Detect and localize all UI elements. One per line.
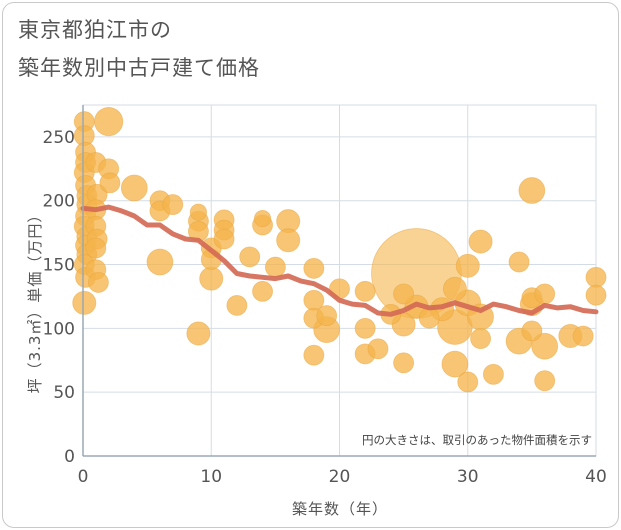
data-point	[531, 332, 559, 360]
data-point	[393, 352, 415, 374]
data-point	[354, 317, 376, 339]
data-point	[276, 228, 301, 253]
data-point	[85, 237, 107, 259]
data-point	[354, 280, 376, 302]
data-point	[252, 280, 273, 302]
data-point	[521, 320, 543, 342]
data-point	[393, 283, 415, 305]
trend-line-group	[80, 204, 599, 317]
data-point	[534, 370, 556, 392]
data-point	[120, 174, 148, 202]
data-point	[162, 194, 184, 216]
data-point	[572, 325, 594, 347]
data-point	[72, 290, 97, 315]
x-tick-label: 10	[200, 467, 222, 487]
data-point	[518, 177, 546, 204]
data-point	[226, 294, 248, 316]
data-point	[199, 266, 224, 291]
data-point	[455, 253, 480, 278]
y-tick-label: 0	[64, 447, 75, 467]
y-tick-label: 100	[43, 319, 75, 339]
data-point	[508, 251, 530, 273]
x-tick-label: 0	[78, 467, 89, 487]
data-point	[457, 371, 479, 393]
x-axis-label: 築年数（年）	[292, 500, 388, 518]
data-point	[442, 276, 467, 301]
data-point	[303, 257, 325, 279]
y-tick-label: 150	[43, 256, 75, 276]
axes: 0 50 100 150 200 250 0 10 20 30 40	[43, 105, 607, 487]
data-point	[213, 228, 235, 250]
data-point	[94, 106, 124, 137]
data-point	[585, 284, 607, 306]
data-point	[534, 283, 556, 305]
y-tick-label: 200	[43, 192, 75, 212]
data-point	[146, 248, 174, 276]
y-tick-label: 50	[53, 383, 75, 403]
x-tick-label: 20	[329, 467, 351, 487]
data-point	[367, 338, 389, 360]
data-point	[585, 266, 607, 288]
chart-title-line-2: 築年数別中古戸建て価格	[18, 56, 260, 80]
size-note: 円の大きさは、取引のあった物件面積を示す	[362, 433, 592, 447]
data-point	[418, 307, 440, 329]
x-tick-label: 30	[457, 467, 479, 487]
data-point	[316, 305, 338, 327]
x-tick-label: 40	[585, 467, 607, 487]
data-point	[99, 172, 121, 194]
data-point	[239, 246, 261, 268]
data-point	[253, 209, 272, 228]
data-point	[468, 229, 493, 254]
data-point	[87, 271, 109, 293]
data-point	[441, 350, 469, 378]
data-point	[303, 344, 325, 366]
data-point	[482, 363, 504, 385]
y-axis-label: 坪（3.3㎡）単価（万円）	[26, 207, 44, 394]
data-point	[264, 256, 286, 278]
trend-line	[80, 204, 599, 317]
data-point	[186, 321, 211, 346]
data-point	[189, 203, 208, 221]
chart-title-line-1: 東京都狛江市の	[18, 18, 172, 42]
data-point	[470, 328, 492, 350]
y-tick-label: 250	[43, 128, 75, 148]
